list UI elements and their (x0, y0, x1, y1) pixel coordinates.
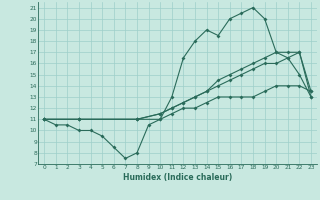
X-axis label: Humidex (Indice chaleur): Humidex (Indice chaleur) (123, 173, 232, 182)
